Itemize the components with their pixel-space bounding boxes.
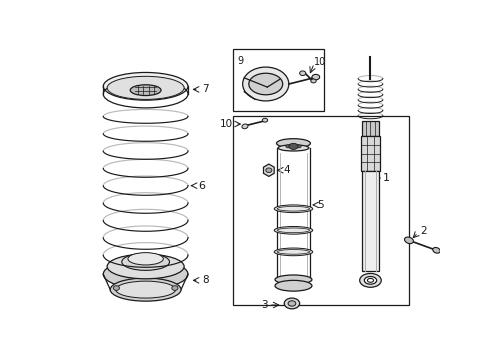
Ellipse shape (300, 71, 306, 76)
Ellipse shape (242, 124, 248, 129)
Text: 3: 3 (261, 300, 268, 310)
Ellipse shape (433, 247, 440, 253)
Ellipse shape (311, 79, 316, 83)
Ellipse shape (276, 139, 311, 148)
Ellipse shape (110, 278, 181, 301)
Bar (233, 116, 409, 305)
Ellipse shape (116, 281, 175, 298)
Ellipse shape (274, 205, 313, 213)
Ellipse shape (286, 145, 291, 148)
Bar (233, 49, 324, 111)
Text: 2: 2 (420, 226, 426, 236)
Ellipse shape (360, 274, 381, 287)
Ellipse shape (249, 73, 283, 95)
Ellipse shape (113, 286, 120, 291)
Ellipse shape (277, 249, 310, 254)
Ellipse shape (312, 75, 319, 80)
Ellipse shape (103, 72, 188, 100)
Ellipse shape (365, 276, 377, 284)
Ellipse shape (275, 280, 312, 291)
Ellipse shape (128, 253, 163, 265)
Ellipse shape (296, 145, 301, 148)
Ellipse shape (289, 143, 298, 149)
Ellipse shape (107, 76, 184, 99)
Text: 4: 4 (283, 165, 290, 175)
Ellipse shape (103, 260, 188, 289)
Ellipse shape (405, 237, 414, 244)
Ellipse shape (266, 168, 272, 172)
Text: 10: 10 (314, 57, 326, 67)
Ellipse shape (107, 254, 184, 279)
Polygon shape (264, 164, 274, 176)
Ellipse shape (278, 145, 309, 151)
Text: 8: 8 (202, 275, 208, 285)
Ellipse shape (277, 228, 310, 233)
Bar (362, 121, 379, 136)
Ellipse shape (262, 118, 268, 122)
Text: 10: 10 (220, 119, 233, 129)
Bar (362, 171, 379, 271)
Ellipse shape (277, 206, 310, 211)
Bar (361, 136, 380, 171)
Ellipse shape (122, 253, 170, 270)
Text: 7: 7 (202, 84, 208, 94)
Ellipse shape (274, 248, 313, 256)
Text: 5: 5 (318, 200, 324, 210)
Ellipse shape (288, 301, 296, 306)
Text: 1: 1 (383, 173, 390, 183)
Ellipse shape (284, 298, 300, 309)
Ellipse shape (275, 275, 312, 284)
Ellipse shape (274, 226, 313, 234)
Ellipse shape (243, 67, 289, 101)
Ellipse shape (130, 85, 161, 95)
Text: 6: 6 (198, 181, 205, 191)
Ellipse shape (172, 286, 178, 291)
Text: 9: 9 (237, 55, 244, 66)
